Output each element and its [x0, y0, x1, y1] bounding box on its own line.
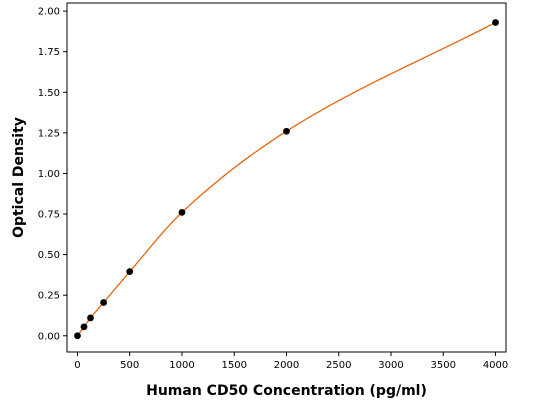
y-tick-label: 1.00 — [38, 169, 60, 180]
data-point — [80, 323, 88, 331]
plot-frame — [66, 2, 507, 353]
data-point — [178, 209, 186, 216]
y-tick-label: 1.75 — [38, 47, 60, 58]
data-point — [100, 299, 107, 306]
x-tick-label: 1500 — [222, 360, 247, 371]
data-point — [492, 19, 499, 26]
x-axis-title: Human CD50 Concentration (pg/ml) — [146, 383, 427, 399]
data-point — [283, 127, 290, 135]
data-point — [74, 332, 81, 340]
data-points — [74, 19, 499, 340]
y-tick-label: 1.50 — [38, 88, 60, 99]
x-tick-label: 2000 — [274, 360, 299, 371]
data-point — [87, 314, 94, 322]
x-tick-label: 2500 — [326, 360, 351, 371]
y-axis-ticks: 0.00 0.25 0.50 0.75 1.00 1.25 1.50 1.75 2.00 — [38, 7, 67, 342]
y-tick-label: 2.00 — [38, 7, 60, 18]
x-tick-label: 3000 — [378, 360, 403, 371]
data-point — [126, 268, 134, 276]
x-tick-label: 1000 — [169, 360, 194, 371]
x-tick-label: 4000 — [483, 360, 508, 371]
x-tick-label: 500 — [120, 360, 139, 371]
y-tick-label: 0.00 — [38, 331, 60, 342]
fit-curve — [76, 21, 496, 337]
fit-curve-layer — [76, 21, 496, 337]
y-tick-label: 0.50 — [38, 250, 60, 261]
y-tick-label: 0.75 — [38, 210, 60, 221]
plot-border — [66, 2, 507, 353]
y-tick-label: 1.25 — [38, 128, 60, 139]
x-axis-ticks: 0 500 1000 1500 2000 2500 3000 3500 4000 — [74, 352, 508, 371]
x-tick-label: 3500 — [431, 360, 456, 371]
x-tick-label: 0 — [74, 360, 80, 371]
y-tick-label: 0.25 — [38, 291, 60, 302]
y-axis-title: Optical Density — [11, 117, 27, 238]
